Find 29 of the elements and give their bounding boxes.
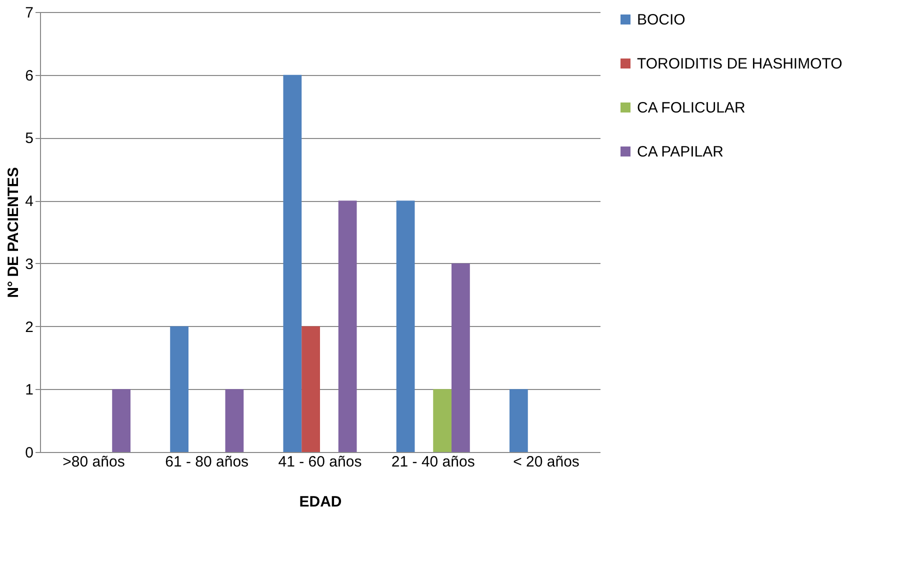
bar (302, 326, 320, 452)
bar (225, 389, 244, 452)
legend-label: BOCIO (637, 12, 686, 28)
bar (283, 74, 302, 452)
y-tick-label: 1 (25, 382, 34, 399)
x-tick-label: 41 - 60 años (278, 454, 362, 470)
y-tick-label: 4 (25, 193, 34, 210)
y-axis-title: N° DE PACIENTES (5, 167, 22, 298)
legend-label: CA PAPILAR (637, 144, 724, 160)
x-axis-title: EDAD (299, 494, 342, 510)
bar (396, 200, 415, 452)
bar (452, 263, 470, 452)
y-tick-label: 3 (25, 256, 34, 273)
bar (338, 200, 357, 452)
x-tick-label: 61 - 80 años (165, 454, 249, 470)
y-tick-label: 6 (25, 67, 34, 84)
y-tick-label: 0 (25, 444, 34, 462)
y-tick-label: 2 (25, 318, 34, 336)
legend-label: CA FOLICULAR (637, 100, 746, 116)
bar (170, 326, 188, 452)
y-tick-label: 5 (25, 130, 34, 148)
x-tick-label: 21 - 40 años (391, 454, 475, 470)
bar (433, 389, 452, 452)
legend-label: TOROIDITIS DE HASHIMOTO (637, 56, 842, 72)
bar (509, 389, 528, 452)
bar (112, 389, 131, 452)
y-tick-label: 7 (25, 4, 34, 22)
x-tick-label: >80 años (62, 454, 125, 470)
x-tick-label: < 20 años (513, 454, 580, 470)
